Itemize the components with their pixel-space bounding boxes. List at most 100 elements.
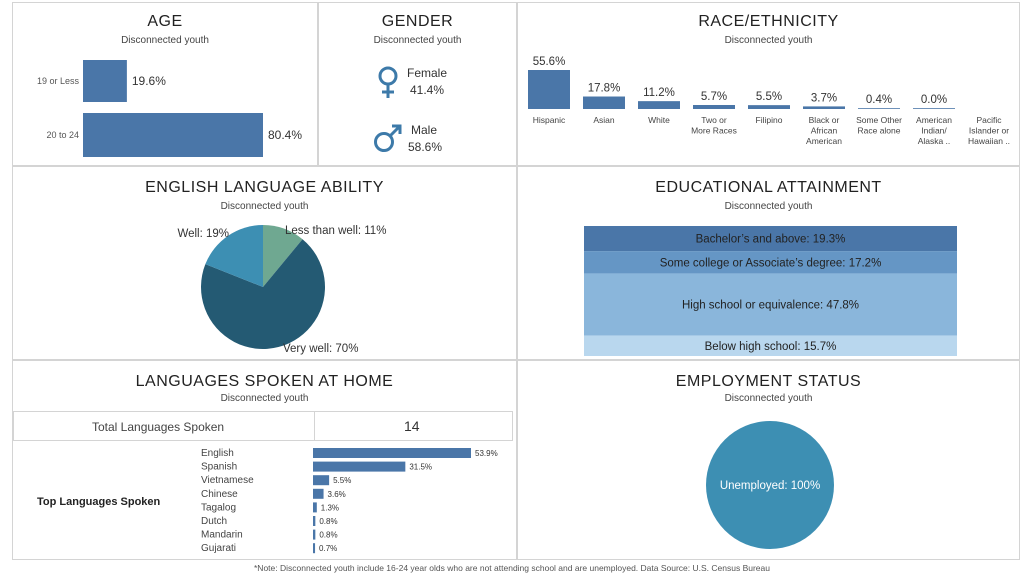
language-label: Gujarati — [201, 543, 236, 554]
race-category-label: Indian/ — [921, 126, 947, 136]
race-category-label: More Races — [691, 126, 737, 136]
race-category-label: African — [811, 126, 838, 136]
english-slice-label: Very well: 70% — [283, 343, 358, 355]
age-panel: AGE Disconnected youth 19 or Less 19.6% 20… — [12, 2, 318, 166]
top-languages-label: Top Languages Spoken — [37, 496, 161, 508]
female-value: 41.4% — [410, 83, 445, 97]
language-label: Spanish — [201, 462, 237, 473]
education-segment-label: Some college or Associate’s degree: 17.2… — [660, 257, 882, 269]
race-subtitle: Disconnected youth — [724, 35, 813, 46]
race-bar — [638, 101, 680, 109]
race-category-label: Black or — [809, 115, 840, 125]
race-title: RACE/ETHNICITY — [698, 13, 839, 30]
total-languages-label: Total Languages Spoken — [92, 420, 225, 434]
race-value-label: 3.7% — [811, 92, 837, 104]
race-category-label: Alaska .. — [918, 136, 951, 146]
languages-chart: English 53.9% Spanish 31.5% Vietnamese 5.5% Ch… — [201, 448, 498, 554]
education-segment-label: Bachelor’s and above: 19.3% — [696, 234, 846, 246]
race-value-label: 11.2% — [643, 87, 675, 99]
education-subtitle: Disconnected youth — [724, 201, 813, 212]
total-languages-row: Total Languages Spoken 14 — [13, 411, 513, 441]
race-bar — [803, 106, 845, 109]
race-category-label: Pacific — [976, 115, 1002, 125]
employment-slice-label: Unemployed: 100% — [720, 480, 820, 492]
race-category-label: Filipino — [756, 115, 783, 125]
english-panel: ENGLISH LANGUAGE ABILITY Disconnected yo… — [12, 166, 517, 360]
education-segment-label: Below high school: 15.7% — [705, 341, 837, 353]
race-category-label: Asian — [593, 115, 615, 125]
language-value-label: 5.5% — [333, 476, 351, 485]
race-category-label: Two or — [701, 115, 727, 125]
male-label: Male — [411, 123, 438, 137]
education-panel: EDUCATIONAL ATTAINMENT Disconnected yout… — [517, 166, 1020, 360]
language-label: Mandarin — [201, 530, 243, 541]
english-subtitle: Disconnected youth — [220, 201, 309, 212]
male-value: 58.6% — [408, 140, 443, 154]
language-bar — [313, 448, 471, 458]
language-bar — [313, 543, 316, 554]
age-bar — [83, 113, 263, 157]
education-segment-label: High school or equivalence: 47.8% — [682, 300, 859, 312]
total-languages-value: 14 — [404, 418, 420, 434]
race-category-label: American — [916, 115, 952, 125]
language-value-label: 3.6% — [328, 490, 346, 499]
gender-panel: GENDER Disconnected youth Female 41.4% M… — [318, 2, 517, 166]
race-panel: RACE/ETHNICITY Disconnected youth 55.6% H… — [517, 2, 1020, 166]
language-bar — [313, 529, 316, 540]
gender-subtitle: Disconnected youth — [373, 35, 462, 46]
race-value-label: 0.4% — [866, 94, 892, 106]
age-category-label: 20 to 24 — [46, 130, 79, 140]
education-title: EDUCATIONAL ATTAINMENT — [655, 179, 882, 196]
race-category-label: White — [648, 115, 670, 125]
race-bar — [913, 108, 955, 109]
employment-subtitle: Disconnected youth — [724, 393, 813, 404]
language-value-label: 0.8% — [319, 517, 337, 526]
language-label: Vietnamese — [201, 475, 254, 486]
footnote: *Note: Disconnected youth include 16-24 … — [254, 563, 770, 573]
language-value-label: 1.3% — [321, 503, 339, 512]
language-label: Dutch — [201, 516, 227, 527]
language-label: Tagalog — [201, 502, 236, 513]
english-slice-label: Well: 19% — [177, 228, 229, 240]
age-bar — [83, 60, 127, 102]
gender-title: GENDER — [381, 13, 454, 30]
race-category-label: Islander or — [969, 126, 1009, 136]
race-value-label: 17.8% — [588, 83, 621, 95]
english-pie-slice — [263, 225, 303, 287]
race-category-label: Hawaiian .. — [968, 136, 1010, 146]
race-value-label: 5.5% — [756, 91, 782, 103]
race-bar — [748, 105, 790, 109]
language-bar — [313, 502, 317, 513]
education-chart: Bachelor’s and above: 19.3% Some college … — [584, 226, 957, 356]
age-value-label: 80.4% — [268, 128, 302, 142]
english-chart: Less than well: 11% Very well: 70% Well: 1… — [177, 225, 386, 355]
race-bar — [583, 96, 625, 109]
age-subtitle: Disconnected youth — [121, 35, 209, 46]
education-segment — [584, 226, 957, 252]
language-label: English — [201, 448, 234, 459]
race-category-label: American — [806, 136, 842, 146]
language-bar — [313, 516, 316, 526]
language-value-label: 31.5% — [409, 463, 432, 472]
education-segment — [584, 251, 957, 274]
employment-title: EMPLOYMENT STATUS — [675, 373, 862, 390]
language-value-label: 53.9% — [475, 449, 498, 458]
employment-chart: Unemployed: 100% — [706, 421, 834, 549]
english-slice-label: Less than well: 11% — [285, 225, 386, 237]
race-category-label: Race alone — [857, 126, 900, 136]
age-title: AGE — [147, 13, 183, 30]
race-chart: 55.6% Hispanic 17.8% Asian 11.2% White 5.7% Two… — [528, 56, 1010, 146]
age-value-label: 19.6% — [132, 74, 166, 88]
race-category-label: Some Other — [856, 115, 902, 125]
female-symbol-icon — [378, 66, 398, 98]
race-value-label: 5.7% — [701, 91, 727, 103]
age-category-label: 19 or Less — [37, 76, 80, 86]
language-value-label: 0.8% — [319, 531, 337, 540]
race-bar — [693, 105, 735, 109]
employment-panel: EMPLOYMENT STATUS Disconnected youth Une… — [517, 360, 1020, 560]
language-bar — [313, 475, 330, 486]
language-label: Chinese — [201, 489, 238, 500]
employment-pie-slice — [706, 421, 834, 549]
race-value-label: 55.6% — [533, 56, 566, 68]
female-label: Female — [407, 66, 448, 80]
